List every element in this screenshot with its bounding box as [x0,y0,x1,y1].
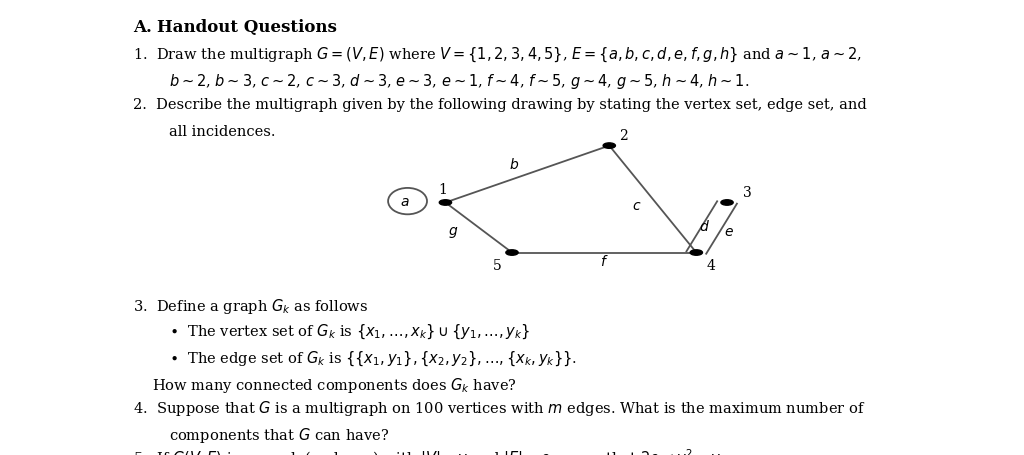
Text: 4: 4 [707,259,715,273]
Text: $f$: $f$ [600,254,608,269]
Text: $\bullet$  The edge set of $G_k$ is $\{\{x_1, y_1\}, \{x_2, y_2\}, \ldots, \{x_k: $\bullet$ The edge set of $G_k$ is $\{\{… [169,349,578,368]
Text: $g$: $g$ [449,226,459,240]
Text: How many connected components does $G_k$ have?: How many connected components does $G_k$… [152,376,516,395]
Circle shape [690,250,702,255]
Text: 3: 3 [743,187,752,200]
Text: 5.  If $G(V, E)$ is a graph (no loops) with $|V| = v$ and $|E| = e$, prove that : 5. If $G(V, E)$ is a graph (no loops) wi… [133,447,725,455]
Text: $d$: $d$ [699,219,710,233]
Text: components that $G$ can have?: components that $G$ can have? [169,426,389,445]
Circle shape [439,200,452,205]
Text: 1.  Draw the multigraph $G = (V, E)$ where $V = \{1, 2, 3, 4, 5\}$, $E = \{a, b,: 1. Draw the multigraph $G = (V, E)$ wher… [133,46,862,64]
Text: 2: 2 [620,129,628,142]
Circle shape [721,200,733,205]
Text: $e$: $e$ [724,225,734,239]
Text: $b$: $b$ [509,157,519,172]
Text: 4.  Suppose that $G$ is a multigraph on 100 vertices with $m$ edges. What is the: 4. Suppose that $G$ is a multigraph on 1… [133,399,865,419]
Circle shape [506,250,518,255]
Text: Handout Questions: Handout Questions [157,19,337,36]
Text: $a$: $a$ [399,195,410,209]
Text: all incidences.: all incidences. [169,125,275,139]
Text: $b \sim 2$, $b \sim 3$, $c \sim 2$, $c \sim 3$, $d \sim 3$, $e \sim 3$, $e \sim : $b \sim 2$, $b \sim 3$, $c \sim 2$, $c \… [169,72,750,91]
Text: 2.  Describe the multigraph given by the following drawing by stating the vertex: 2. Describe the multigraph given by the … [133,98,867,112]
Text: $\bullet$  The vertex set of $G_k$ is $\{x_1, \ldots, x_k\} \cup \{y_1, \ldots, : $\bullet$ The vertex set of $G_k$ is $\{… [169,323,530,341]
Text: $c$: $c$ [632,199,642,212]
Text: A.: A. [133,19,164,36]
Text: 1: 1 [438,183,446,197]
Text: 5: 5 [494,259,502,273]
Circle shape [603,143,615,148]
Text: 3.  Define a graph $G_k$ as follows: 3. Define a graph $G_k$ as follows [133,297,369,316]
